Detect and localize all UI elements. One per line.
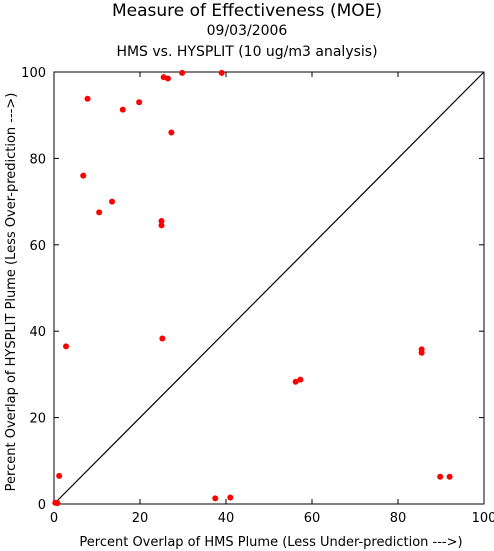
x-axis-ticks: 0 20 40 60 80 100 <box>50 72 494 526</box>
data-point <box>54 500 61 507</box>
chart-date: 09/03/2006 <box>206 23 288 39</box>
y-tick-label: 40 <box>29 325 46 340</box>
x-tick-label: 20 <box>132 511 149 526</box>
x-axis-label: Percent Overlap of HMS Plume (Less Under… <box>79 535 462 550</box>
x-tick-label: 0 <box>50 511 58 526</box>
data-point <box>96 209 103 216</box>
data-point <box>136 99 143 106</box>
data-point <box>56 472 63 479</box>
chart-title: Measure of Effectiveness (MOE) <box>111 1 383 21</box>
data-point <box>158 222 165 229</box>
data-point <box>158 218 165 225</box>
y-tick-label: 0 <box>38 498 46 513</box>
data-point <box>418 349 425 356</box>
data-point <box>292 378 299 385</box>
data-point <box>109 198 116 205</box>
data-point <box>164 75 171 82</box>
y-tick-label: 60 <box>29 239 46 254</box>
data-point <box>119 106 126 113</box>
plot-area-frame <box>53 71 485 505</box>
one-to-one-reference-line <box>53 71 485 505</box>
y-axis-ticks: 0 20 40 60 80 100 <box>21 66 484 513</box>
y-tick-label: 20 <box>29 412 46 427</box>
chart-subtitle: HMS vs. HYSPLIT (10 ug/m3 analysis) <box>116 44 378 60</box>
data-point <box>63 343 70 350</box>
data-point <box>297 376 304 383</box>
x-tick-label: 100 <box>472 511 494 526</box>
data-point <box>437 473 444 480</box>
data-point <box>159 335 166 342</box>
data-point <box>179 69 186 76</box>
x-tick-label: 60 <box>304 511 321 526</box>
data-point <box>80 172 87 179</box>
data-point <box>168 129 175 136</box>
x-tick-label: 80 <box>390 511 407 526</box>
data-point <box>212 495 219 502</box>
y-tick-label: 100 <box>21 66 46 81</box>
data-point <box>218 69 225 76</box>
data-point <box>227 494 234 501</box>
data-point <box>446 473 453 480</box>
data-point <box>84 95 91 102</box>
y-axis-label: Percent Overlap of HYSPLIT Plume (Less O… <box>4 93 19 492</box>
data-points <box>52 69 453 507</box>
y-tick-label: 80 <box>29 152 46 167</box>
x-tick-label: 40 <box>218 511 235 526</box>
